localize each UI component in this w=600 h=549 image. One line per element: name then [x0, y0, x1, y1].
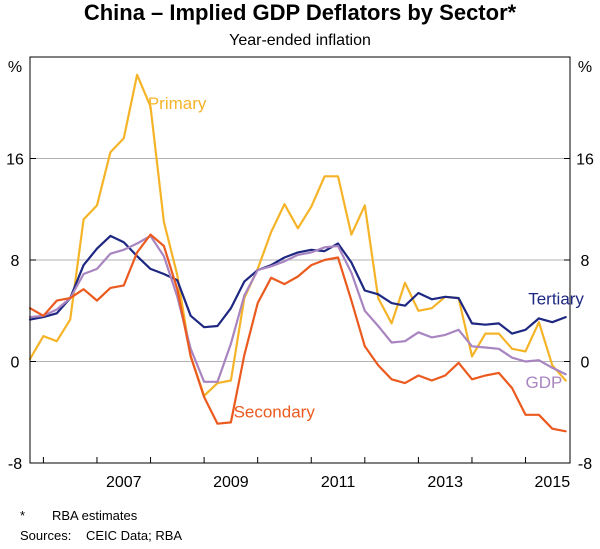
y-unit-right: % [578, 59, 592, 76]
sources-label: Sources: [20, 528, 72, 543]
series-label-secondary: Secondary [234, 402, 316, 421]
series-lines [28, 73, 567, 433]
y-tick-label-right: 8 [581, 253, 590, 270]
series-label-gdp: GDP [526, 373, 563, 392]
y-unit-left: % [8, 59, 22, 76]
x-tick-label: 2007 [106, 474, 142, 491]
footnote-symbol: * [20, 508, 26, 523]
series-line-secondary [28, 233, 567, 433]
y-tick-label-right: 16 [576, 152, 594, 169]
series-label-primary: Primary [148, 94, 207, 113]
footnote-estimates: * RBA estimates [20, 506, 182, 526]
chart-title: China – Implied GDP Deflators by Sector* [83, 0, 517, 25]
footnote-sources: Sources: CEIC Data; RBA [20, 526, 182, 546]
axis-labels: -8 -8 0 0 8 8 16 16% % 2007 2009 2011 2013 2015 [6, 59, 594, 491]
x-tick-label: 2015 [535, 474, 571, 491]
x-tick-label: 2009 [213, 474, 249, 491]
x-tick-label: 2013 [427, 474, 463, 491]
series-line-tertiary [28, 234, 567, 335]
axis-ticks [30, 158, 570, 464]
chart-subtitle: Year-ended inflation [229, 32, 371, 49]
sources-text: CEIC Data; RBA [86, 528, 183, 543]
footnotes: * RBA estimates Sources: CEIC Data; RBA [20, 506, 182, 546]
y-tick-label-right: 0 [581, 355, 590, 372]
y-tick-label-left: 16 [6, 152, 24, 169]
y-tick-label-left: -8 [8, 456, 22, 473]
series-label-tertiary: Tertiary [528, 289, 584, 308]
y-tick-label-right: -8 [578, 456, 592, 473]
y-tick-label-left: 0 [11, 355, 20, 372]
x-tick-label: 2011 [321, 474, 356, 491]
series-line-gdp [28, 234, 567, 383]
footnote-text: RBA estimates [52, 508, 138, 523]
series-annotations: Primary Tertiary GDP Secondary [148, 94, 585, 421]
gridlines [30, 158, 570, 362]
y-tick-label-left: 8 [11, 253, 20, 270]
series-line-primary [28, 73, 567, 397]
